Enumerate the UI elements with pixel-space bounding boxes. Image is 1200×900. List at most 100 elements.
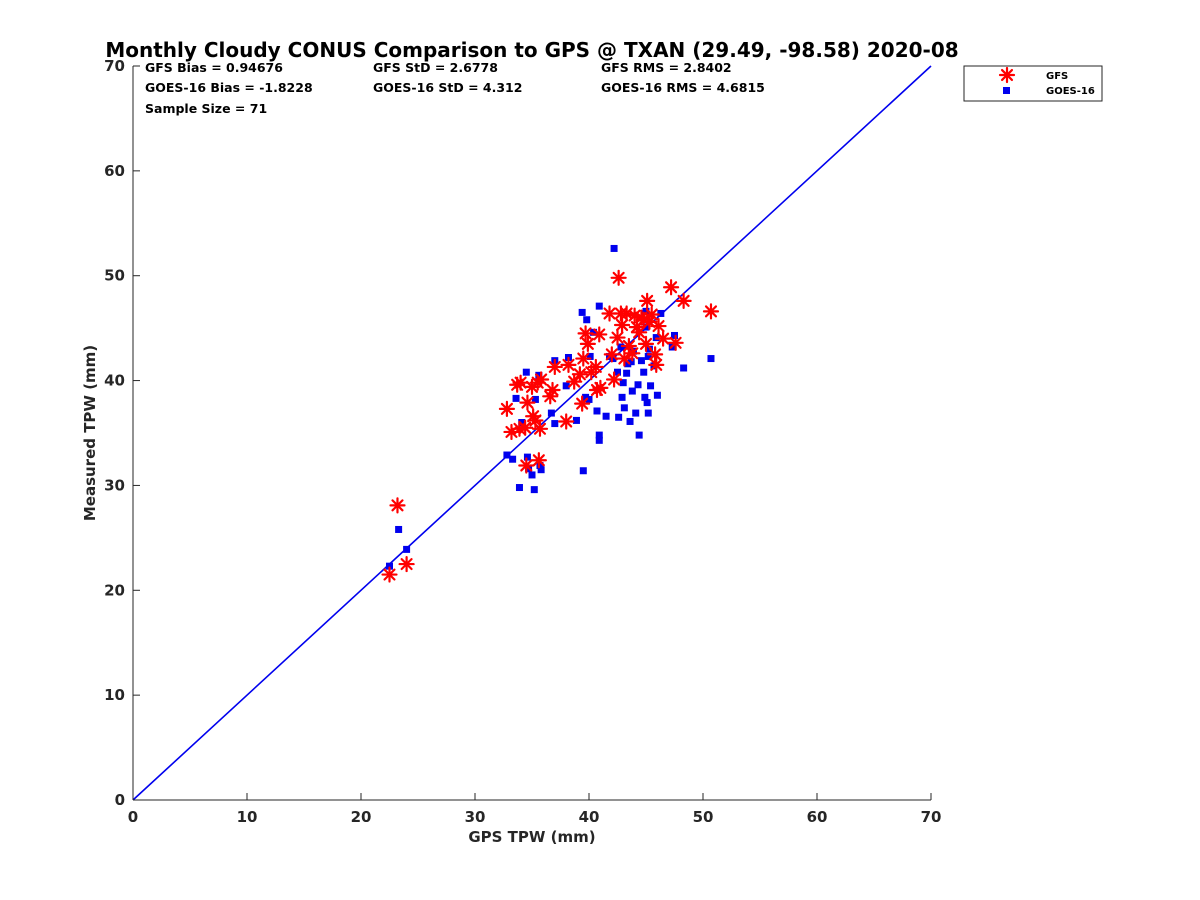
gfs-point xyxy=(662,279,680,296)
goes16-point xyxy=(583,316,591,324)
gfs-point xyxy=(518,457,535,474)
gfs-point xyxy=(603,346,620,363)
goes16-point xyxy=(628,387,636,395)
gfs-point xyxy=(574,395,591,412)
gfs-point xyxy=(654,330,672,347)
gfs-point xyxy=(533,371,550,388)
gfs-point xyxy=(575,350,592,367)
gfs-point xyxy=(592,379,609,397)
y-tick-label: 0 xyxy=(115,791,125,809)
gfs-point xyxy=(560,356,577,373)
gfs-point xyxy=(605,371,623,388)
gfs-point xyxy=(610,269,627,286)
goes16-point xyxy=(615,413,623,421)
y-tick-label: 50 xyxy=(104,267,125,285)
goes16-point xyxy=(509,455,517,463)
series-layer xyxy=(132,65,932,801)
gfs-point xyxy=(381,566,398,583)
gfs-point xyxy=(527,412,544,429)
x-tick-label: 70 xyxy=(921,808,942,826)
gfs-point xyxy=(531,420,549,437)
goes16-point xyxy=(572,416,580,424)
y-tick-label: 20 xyxy=(104,581,125,599)
y-tick-label: 70 xyxy=(104,57,125,75)
x-tick-label: 10 xyxy=(237,808,258,826)
goes16-point xyxy=(518,419,526,427)
gfs-point xyxy=(648,356,665,373)
gfs-point xyxy=(631,324,648,341)
goes16-point xyxy=(657,309,665,317)
gfs-point xyxy=(558,413,575,430)
goes16-point xyxy=(515,484,523,492)
goes16-point xyxy=(618,393,626,401)
goes16-point xyxy=(632,409,640,417)
gfs-point xyxy=(616,350,633,367)
gfs-point xyxy=(643,306,660,323)
y-tick-label: 40 xyxy=(104,372,125,390)
x-tick-label: 60 xyxy=(807,808,828,826)
goes16-point xyxy=(578,308,586,316)
gfs-point xyxy=(544,381,561,399)
goes16-point xyxy=(595,431,603,439)
goes16-point xyxy=(642,323,650,331)
gfs-point xyxy=(647,346,664,363)
goes16-point xyxy=(522,368,530,376)
goes16-point xyxy=(643,399,651,407)
gfs-point xyxy=(675,292,692,309)
goes16-point xyxy=(707,355,715,363)
goes16-point xyxy=(512,394,520,402)
gfs-point xyxy=(577,325,594,342)
goes16-point xyxy=(602,412,610,420)
goes16-point xyxy=(536,462,544,470)
goes16-point xyxy=(624,360,632,368)
goes16-point xyxy=(637,357,645,365)
goes16-point xyxy=(595,436,603,444)
gfs-point xyxy=(639,292,656,309)
legend-gfs-label: GFS xyxy=(1046,71,1068,82)
goes-rms-stat: GOES-16 RMS = 4.6815 xyxy=(601,80,765,95)
chart-title: Monthly Cloudy CONUS Comparison to GPS @… xyxy=(105,38,958,62)
goes-std-stat: GOES-16 StD = 4.312 xyxy=(373,80,522,95)
x-tick-label: 20 xyxy=(351,808,372,826)
goes16-point xyxy=(641,393,649,401)
goes16-point xyxy=(623,369,631,377)
gfs-point xyxy=(398,555,415,573)
goes16-point xyxy=(640,368,648,376)
y-tick-label: 10 xyxy=(104,686,125,704)
goes16-point xyxy=(617,343,625,351)
y-tick-label: 30 xyxy=(104,476,125,494)
gfs-point xyxy=(702,303,720,320)
goes16-point xyxy=(395,525,403,533)
goes16-point xyxy=(642,307,650,315)
gfs-point xyxy=(389,497,406,514)
x-tick-label: 0 xyxy=(128,808,138,826)
goes16-point xyxy=(579,467,587,475)
y-axis-ticks: 0 10 20 30 40 50 60 70 xyxy=(104,57,140,809)
legend: GFS GOES-16 xyxy=(963,65,1103,102)
goes16-point xyxy=(530,486,538,494)
gfs-point xyxy=(587,358,604,376)
goes16-point xyxy=(593,407,601,415)
goes16-point xyxy=(586,352,594,360)
legend-goes-label: GOES-16 xyxy=(1046,86,1095,97)
goes16-point xyxy=(614,368,621,376)
goes16-point xyxy=(634,381,642,389)
legend-goes-marker xyxy=(1003,87,1010,94)
gfs-rms-stat: GFS RMS = 2.8402 xyxy=(601,60,732,75)
gfs-point xyxy=(637,335,655,352)
goes-bias-stat: GOES-16 Bias = -1.8228 xyxy=(145,80,313,95)
x-tick-label: 50 xyxy=(693,808,714,826)
goes16-point xyxy=(535,371,543,379)
gfs-point xyxy=(498,400,516,417)
goes16-point xyxy=(503,451,511,459)
goes16-point xyxy=(531,395,539,403)
goes16-point xyxy=(609,355,617,363)
x-tick-label: 30 xyxy=(465,808,486,826)
goes16-point xyxy=(620,404,628,412)
goes16-point xyxy=(528,471,536,479)
goes16-point xyxy=(523,453,531,461)
gfs-point xyxy=(591,326,608,343)
gfs-point xyxy=(624,345,641,362)
goes16-point xyxy=(585,395,593,403)
